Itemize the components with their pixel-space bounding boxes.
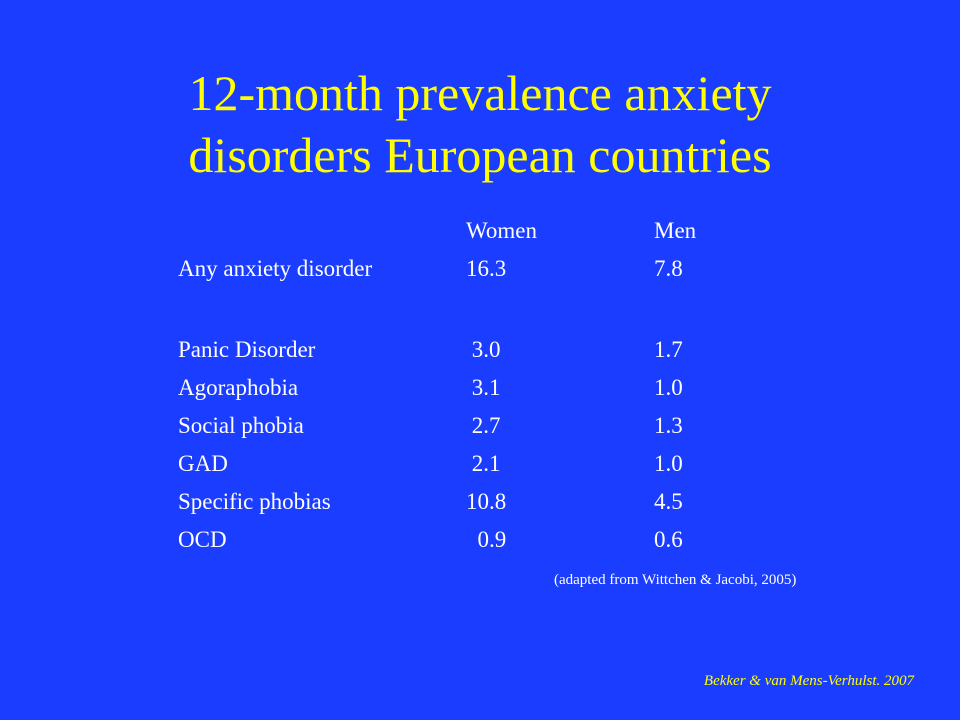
row-men-value: 1.7 xyxy=(654,337,683,362)
title-line-1: 12-month prevalence anxiety xyxy=(188,65,772,121)
table-row: Panic Disorder 3.0 1.7 xyxy=(178,335,878,373)
row-label: Panic Disorder xyxy=(178,337,316,362)
row-women-value: 3.0 xyxy=(466,337,501,362)
table-row: Specific phobias 10.8 4.5 xyxy=(178,487,878,525)
table-row: Any anxiety disorder 16.3 7.8 xyxy=(178,254,878,292)
row-women-value: 16.3 xyxy=(466,256,507,281)
credit-footer: Bekker & van Mens-Verhulst. 2007 xyxy=(703,673,914,689)
table-row: OCD 0.9 0.6 xyxy=(178,525,878,563)
row-label: Specific phobias xyxy=(178,489,331,514)
row-men-value: 1.0 xyxy=(654,451,683,476)
row-women-value: 3.1 xyxy=(466,375,501,400)
row-label: Any anxiety disorder xyxy=(178,256,373,281)
table-row: GAD 2.1 1.0 xyxy=(178,449,878,487)
table-row: Agoraphobia 3.1 1.0 xyxy=(178,373,878,411)
row-men-value: 1.3 xyxy=(654,413,683,438)
row-men-value: 4.5 xyxy=(654,489,683,514)
row-men-value: 7.8 xyxy=(654,256,683,281)
row-label: GAD xyxy=(178,451,228,476)
row-women-value: 2.7 xyxy=(466,413,501,438)
table-row: Social phobia 2.7 1.3 xyxy=(178,411,878,449)
prevalence-table: Women Men Any anxiety disorder 16.3 7.8 … xyxy=(178,216,878,563)
header-men: Men xyxy=(654,218,697,243)
title-line-2: disorders European countries xyxy=(188,127,772,183)
row-women-value: 0.9 xyxy=(466,527,507,552)
row-women-value: 2.1 xyxy=(466,451,501,476)
row-label: Social phobia xyxy=(178,413,304,438)
row-label: OCD xyxy=(178,527,227,552)
slide-title: 12-month prevalence anxiety disorders Eu… xyxy=(0,62,960,186)
row-label: Agoraphobia xyxy=(178,375,299,400)
table-spacer xyxy=(178,292,878,335)
row-women-value: 10.8 xyxy=(466,489,507,514)
row-men-value: 0.6 xyxy=(654,527,683,552)
row-men-value: 1.0 xyxy=(654,375,683,400)
header-women: Women xyxy=(466,218,537,243)
source-note: (adapted from Wittchen & Jacobi, 2005) xyxy=(554,572,797,588)
table-header-row: Women Men xyxy=(178,216,878,254)
